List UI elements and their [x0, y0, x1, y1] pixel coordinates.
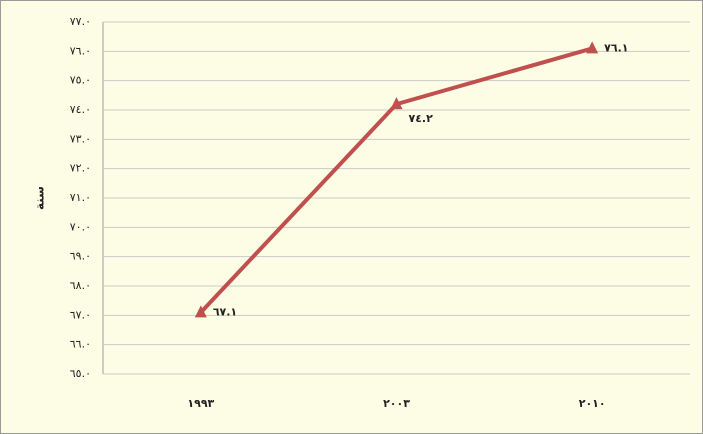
data-label: ٧٦.١	[604, 41, 628, 54]
y-tick-label: ٧٠.٠	[70, 220, 91, 233]
data-label: ٧٤.٢	[409, 112, 434, 125]
y-tick-label: ٦٧.٠	[70, 308, 91, 321]
data-marker	[390, 97, 403, 110]
data-marker	[194, 305, 207, 318]
y-axis-label: سنة	[33, 186, 47, 210]
y-tick-label: ٧٢.٠	[70, 162, 91, 175]
y-tick-label: ٦٨.٠	[70, 279, 91, 292]
data-label: ٦٧.١	[213, 305, 237, 318]
x-tick-label: ٢٠٠٣	[383, 397, 410, 410]
y-tick-label: ٧١.٠	[70, 191, 91, 204]
y-tick-label: ٧٣.٠	[70, 132, 91, 145]
y-tick-label: ٦٥.٠	[70, 367, 91, 380]
data-marker	[586, 41, 599, 54]
y-tick-label: ٦٦.٠	[70, 338, 91, 351]
x-tick-label: ١٩٩٣	[187, 397, 214, 410]
y-tick-label: ٧٤.٠	[70, 103, 91, 116]
y-tick-label: ٧٦.٠	[70, 44, 91, 57]
y-tick-label: ٧٧.٠	[70, 15, 91, 28]
y-tick-label: ٦٩.٠	[70, 250, 91, 263]
x-tick-label: ٢٠١٠	[579, 397, 606, 410]
y-tick-label: ٧٥.٠	[70, 74, 91, 87]
